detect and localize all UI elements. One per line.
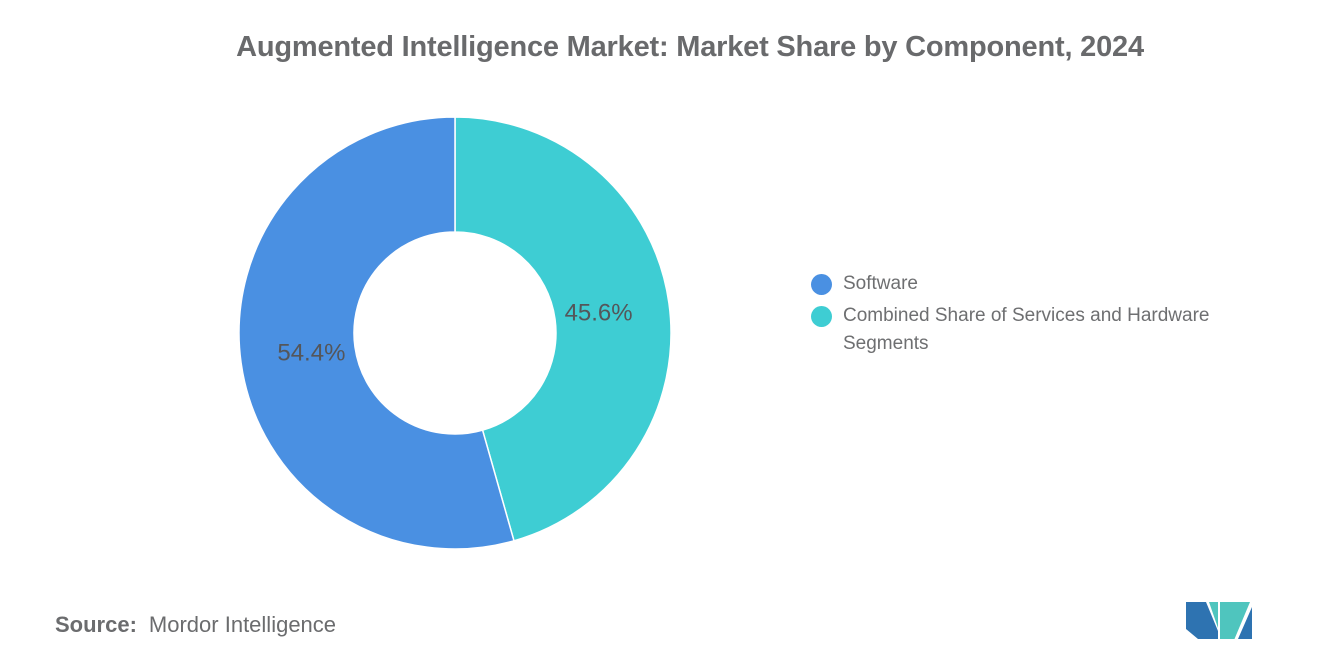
slice-label: 45.6%: [565, 300, 633, 327]
legend-label: Software: [843, 273, 918, 294]
logo-right-blue-shape: [1238, 607, 1252, 639]
legend-swatch-services-hardware: [811, 306, 832, 327]
source-line: Source: Mordor Intelligence: [55, 612, 336, 638]
legend-item-services-hardware: Combined Share of Services and Hardware …: [811, 302, 1293, 358]
source-prefix: Source:: [55, 612, 137, 637]
logo-right-teal-shape: [1220, 602, 1250, 639]
logo-left-teal-shape: [1209, 602, 1218, 628]
donut-slice-2: [238, 116, 515, 550]
source-text: Mordor Intelligence: [148, 612, 337, 637]
donut-chart: 45.6% 54.4%: [238, 116, 672, 550]
legend-item-software: Software: [811, 270, 1293, 298]
donut-slice-1: [454, 116, 672, 542]
legend: Software Combined Share of Services and …: [811, 270, 1293, 362]
mordor-intelligence-logo: [1186, 602, 1252, 639]
chart-title: Augmented Intelligence Market: Market Sh…: [236, 31, 1144, 63]
legend-swatch-software: [811, 274, 832, 295]
logo-left-blue-shape: [1186, 602, 1218, 639]
legend-label: Combined Share of Services and Hardware …: [843, 305, 1210, 354]
slice-label: 54.4%: [277, 340, 345, 367]
